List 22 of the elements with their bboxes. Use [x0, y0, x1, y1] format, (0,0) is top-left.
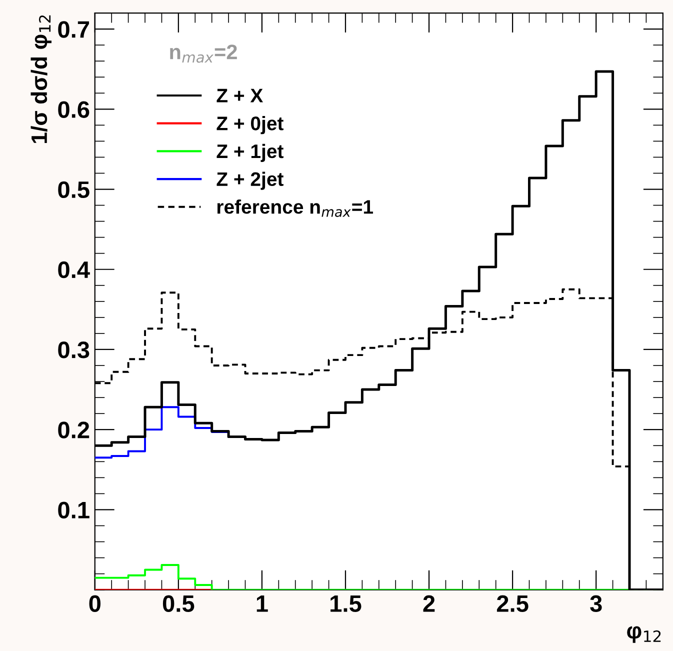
x-tick-label: 3: [590, 595, 602, 612]
annotation: n$_{max}$=2: [170, 44, 237, 63]
y-tick-label: 0.6: [58, 101, 90, 118]
x-tick-label: 2.5: [496, 595, 528, 612]
x-tick-label: 0.5: [162, 595, 194, 612]
legend-label: Z + 1jet: [216, 144, 284, 162]
y-axis-title: 1/σ dσ/d φ$_{12}$: [30, 15, 52, 143]
y-tick-label: 0.4: [58, 261, 90, 278]
x-tick-label: 1: [256, 596, 268, 612]
x-tick-label: 1.5: [330, 596, 362, 612]
y-tick-label: 0.7: [58, 21, 89, 38]
x-tick-label: 2: [423, 595, 435, 612]
legend-label: Z + X: [216, 88, 264, 102]
legend-label: reference n$_{max}$=1: [217, 199, 374, 217]
y-tick-label: 0.3: [58, 342, 90, 358]
x-tick-label: 0: [89, 595, 100, 612]
legend-label: Z + 0jet: [216, 116, 284, 134]
y-tick-label: 0.2: [58, 422, 90, 438]
y-tick-label: 0.1: [58, 502, 90, 518]
legend-label: Z + 2jet: [216, 172, 284, 190]
y-tick-label: 0.5: [58, 181, 90, 198]
x-axis-title: φ$_{12}$: [627, 626, 661, 643]
